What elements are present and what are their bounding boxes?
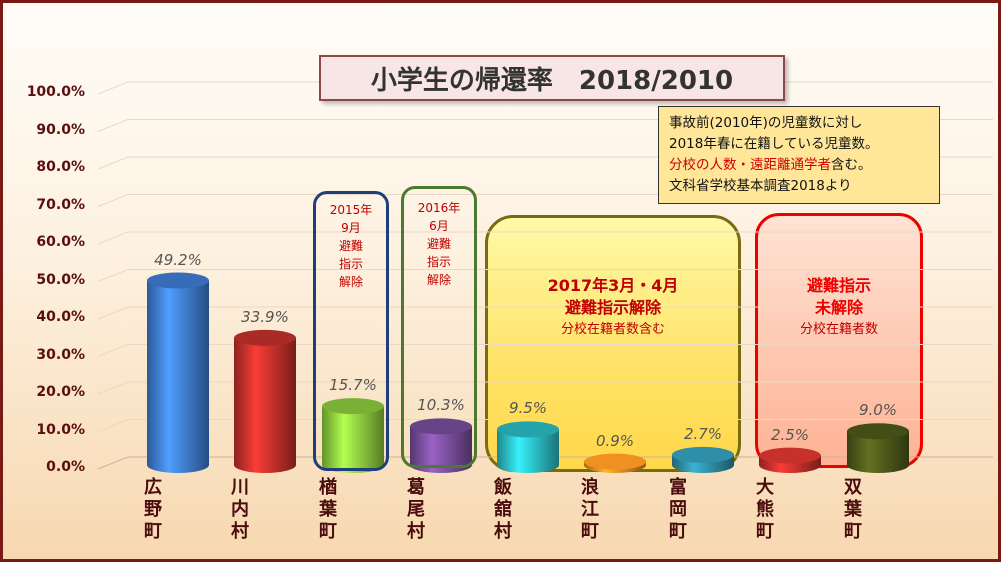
bar-cap [147, 273, 209, 289]
y-tick-label: 70.0% [13, 197, 85, 213]
bar [234, 330, 296, 473]
note-line-1: 事故前(2010年)の児童数に対し [669, 113, 929, 134]
x-category-label: 飯舘村 [490, 477, 516, 543]
bar-body [234, 338, 296, 473]
y-tick-label: 40.0% [13, 309, 85, 325]
bar-cap [847, 423, 909, 439]
note-line-3-red: 分校の人数・遠距離通学者 [669, 157, 831, 173]
data-label: 2.5% [755, 426, 825, 444]
gridline [98, 232, 993, 244]
chart-title: 小学生の帰還率 2018/2010 [319, 55, 785, 101]
x-category-label: 広野町 [140, 477, 166, 543]
data-label: 0.9% [580, 432, 650, 450]
bar-cap [584, 454, 646, 470]
y-tick-label: 50.0% [13, 272, 85, 288]
data-label: 49.2% [143, 251, 213, 269]
x-category-label: 大熊町 [752, 477, 778, 543]
gridline [98, 382, 993, 394]
data-label: 33.9% [230, 308, 300, 326]
x-category-label: 双葉町 [840, 477, 866, 543]
x-category-label: 富岡町 [665, 477, 691, 543]
bar [147, 273, 209, 474]
bar [584, 454, 646, 473]
data-label: 9.5% [493, 399, 563, 417]
bar [497, 421, 559, 473]
chart-frame: 2015年 9月 避難 指示 解除 2016年 6月 避難 指示 解除 2017… [0, 0, 1001, 562]
annotation-2015-text: 2015年 9月 避難 指示 解除 [315, 201, 387, 291]
x-category-label: 浪江町 [577, 477, 603, 543]
source-note: 事故前(2010年)の児童数に対し 2018年春に在籍している児童数。 分校の人… [658, 106, 940, 204]
bar [759, 448, 821, 473]
annotation-unlifted-subtitle: 分校在籍者数 [757, 321, 921, 339]
bar-cap [672, 447, 734, 463]
bar [847, 423, 909, 473]
y-tick-label: 90.0% [13, 122, 85, 138]
bar [672, 447, 734, 473]
annotation-2017-subtitle: 分校在籍者数含む [487, 321, 739, 339]
note-line-3: 分校の人数・遠距離通学者含む。 [669, 155, 929, 176]
y-tick-label: 60.0% [13, 234, 85, 250]
y-tick-label: 20.0% [13, 384, 85, 400]
note-line-3-tail: 含む。 [831, 157, 872, 173]
x-category-label: 楢葉町 [315, 477, 341, 543]
y-tick-label: 100.0% [13, 84, 85, 100]
y-tick-label: 0.0% [13, 459, 85, 475]
annotation-2017-title: 2017年3月・4月 避難指示解除 [487, 275, 739, 319]
data-label: 10.3% [406, 396, 476, 414]
note-line-2: 2018年春に在籍している児童数。 [669, 134, 929, 155]
y-tick-label: 10.0% [13, 422, 85, 438]
data-label: 9.0% [843, 401, 913, 419]
data-label: 15.7% [318, 376, 388, 394]
y-tick-label: 30.0% [13, 347, 85, 363]
data-label: 2.7% [668, 425, 738, 443]
bar-cap [497, 421, 559, 437]
bar-cap [234, 330, 296, 346]
annotation-unlifted-title: 避難指示 未解除 [757, 275, 921, 319]
gridline [98, 345, 993, 357]
annotation-2016-text: 2016年 6月 避難 指示 解除 [403, 199, 475, 289]
bar-cap [759, 448, 821, 464]
bar-body [147, 281, 209, 474]
y-tick-label: 80.0% [13, 159, 85, 175]
note-line-4: 文科省学校基本調査2018より [669, 176, 929, 197]
x-category-label: 葛尾村 [403, 477, 429, 543]
x-category-label: 川内村 [227, 477, 253, 543]
